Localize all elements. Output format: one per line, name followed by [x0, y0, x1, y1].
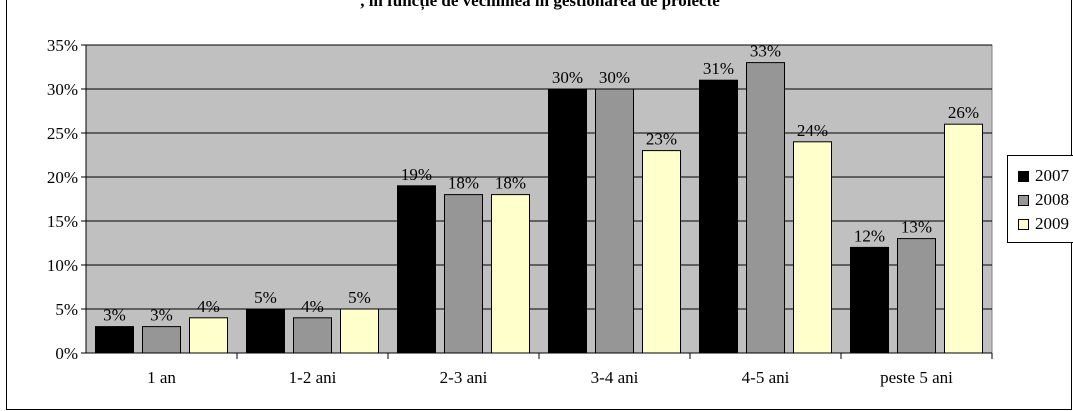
- bar: [340, 308, 379, 354]
- legend-label: 2009: [1035, 214, 1069, 233]
- bar: [642, 150, 681, 354]
- y-tick-label: 10%: [47, 256, 78, 275]
- bar-chart: 0% 5% 10% 15% 20% 25% 30% 35% 1 an 3% 3% 4% 1-2 ani 5…: [47, 36, 993, 387]
- data-label: 13%: [901, 218, 932, 237]
- bar: [548, 88, 587, 354]
- data-label: 26%: [948, 103, 979, 122]
- data-label: 30%: [599, 68, 630, 87]
- bar: [189, 317, 228, 354]
- y-tick-label: 25%: [47, 124, 78, 143]
- bar: [491, 194, 530, 354]
- data-label: 3%: [150, 306, 173, 325]
- bar: [944, 123, 983, 354]
- bar: [699, 79, 738, 354]
- bar: [142, 326, 181, 354]
- bar: [850, 246, 889, 354]
- bar: [95, 326, 134, 354]
- data-label: 5%: [254, 288, 277, 307]
- data-label: 23%: [646, 130, 677, 149]
- data-label: 4%: [197, 297, 220, 316]
- bar: [793, 141, 832, 354]
- data-label: 19%: [401, 165, 432, 184]
- legend-swatch: [1018, 218, 1029, 230]
- legend-label: 2008: [1035, 190, 1069, 209]
- legend-item: 2007: [1018, 166, 1069, 186]
- y-tick-label: 0%: [55, 344, 78, 363]
- data-label: 30%: [552, 68, 583, 87]
- legend-item: 2008: [1018, 190, 1069, 210]
- data-label: 24%: [797, 121, 828, 140]
- plot-area: [85, 44, 993, 354]
- chart-frame: , în funcție de vechimea în gestionarea …: [6, 0, 1073, 410]
- legend-swatch: [1018, 194, 1029, 206]
- bar: [246, 308, 285, 354]
- y-tick-label: 20%: [47, 168, 78, 187]
- x-tick-label: peste 5 ani: [880, 368, 953, 387]
- x-tick-label: 1 an: [147, 368, 176, 387]
- y-tick-label: 15%: [47, 212, 78, 231]
- x-tick-label: 1-2 ani: [289, 368, 337, 387]
- chart-title: , în funcție de vechimea în gestionarea …: [360, 0, 720, 10]
- x-tick-label: 3-4 ani: [591, 368, 639, 387]
- data-label: 12%: [854, 226, 885, 245]
- bar: [746, 62, 785, 354]
- bar: [293, 317, 332, 354]
- bar: [444, 194, 483, 354]
- legend-item: 2009: [1018, 214, 1069, 234]
- data-label: 5%: [348, 288, 371, 307]
- data-label: 33%: [750, 42, 781, 61]
- data-label: 18%: [495, 174, 526, 193]
- bar: [397, 185, 436, 354]
- y-tick-label: 35%: [47, 36, 78, 55]
- x-tick-label: 2-3 ani: [440, 368, 488, 387]
- data-label: 3%: [103, 306, 126, 325]
- bar: [897, 238, 936, 354]
- data-label: 31%: [703, 59, 734, 78]
- y-tick-label: 5%: [55, 300, 78, 319]
- chart-legend: 2007 2008 2009: [1007, 155, 1073, 243]
- legend-swatch: [1018, 170, 1029, 182]
- data-label: 18%: [448, 174, 479, 193]
- x-tick-label: 4-5 ani: [742, 368, 790, 387]
- bar: [595, 88, 634, 354]
- legend-label: 2007: [1035, 166, 1069, 185]
- data-label: 4%: [301, 297, 324, 316]
- y-tick-label: 30%: [47, 80, 78, 99]
